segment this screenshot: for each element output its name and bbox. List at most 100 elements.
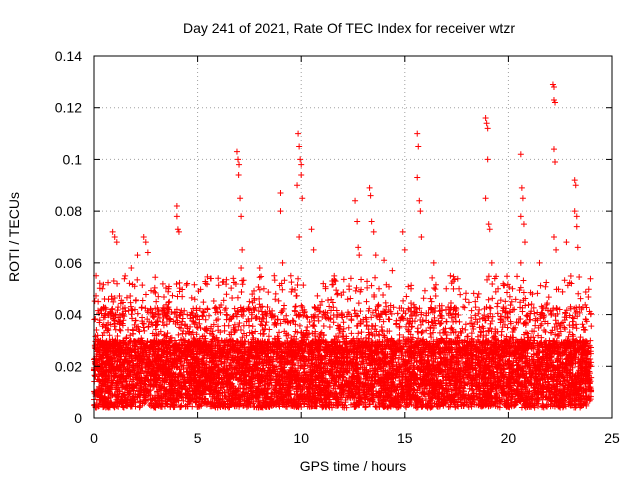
data-point <box>439 373 446 380</box>
data-point <box>229 295 236 302</box>
data-point <box>164 330 171 337</box>
data-point <box>117 327 124 334</box>
chart-title: Day 241 of 2021, Rate Of TEC Index for r… <box>183 20 515 36</box>
data-point <box>576 274 583 281</box>
data-point <box>345 324 352 331</box>
data-point <box>340 289 347 296</box>
data-point <box>249 299 256 306</box>
data-point <box>438 302 445 309</box>
data-point <box>520 277 527 284</box>
data-point <box>210 298 217 305</box>
data-point <box>543 279 550 286</box>
data-point <box>526 316 533 323</box>
data-point <box>249 291 256 298</box>
data-point <box>223 291 230 298</box>
data-point <box>475 290 482 297</box>
data-point <box>256 274 263 281</box>
data-point <box>322 395 329 402</box>
data-point <box>428 318 435 325</box>
data-point <box>484 276 491 283</box>
data-point <box>513 319 520 326</box>
data-point <box>347 295 354 302</box>
data-point <box>461 304 468 311</box>
data-point <box>498 332 505 339</box>
data-point <box>577 334 584 341</box>
data-point <box>517 315 524 322</box>
data-point <box>178 362 185 369</box>
data-point <box>258 273 265 280</box>
data-point <box>208 275 215 282</box>
data-point <box>176 279 183 286</box>
data-point <box>487 305 494 312</box>
data-point <box>298 302 305 309</box>
data-point <box>159 280 166 287</box>
data-point <box>166 298 173 305</box>
data-point <box>419 328 426 335</box>
data-point <box>463 290 469 297</box>
data-point <box>576 309 583 316</box>
data-point <box>573 321 580 328</box>
data-point <box>494 300 501 307</box>
data-point <box>535 332 542 339</box>
data-point <box>348 330 355 337</box>
data-point <box>448 325 455 332</box>
data-point <box>225 322 232 329</box>
data-point <box>554 310 561 317</box>
data-point <box>265 289 272 296</box>
data-point <box>188 294 195 301</box>
data-point <box>325 297 332 304</box>
data-point <box>488 317 495 324</box>
data-point <box>139 282 146 289</box>
data-point <box>364 284 371 291</box>
data-point <box>400 297 407 304</box>
data-point <box>544 300 551 307</box>
data-point <box>403 293 410 300</box>
data-point <box>398 352 405 359</box>
data-point <box>334 291 341 298</box>
data-point <box>528 374 535 381</box>
data-point <box>110 298 117 305</box>
data-point <box>567 273 574 280</box>
data-point <box>256 286 263 293</box>
data-point <box>363 298 370 305</box>
data-point <box>573 325 580 332</box>
data-point <box>294 281 301 288</box>
data-point <box>443 335 450 342</box>
data-point <box>259 314 266 321</box>
data-point <box>152 274 159 281</box>
data-point <box>569 324 576 331</box>
data-point <box>368 314 375 321</box>
data-point <box>240 322 247 329</box>
data-point <box>279 286 286 293</box>
data-point <box>494 310 501 317</box>
data-point <box>277 320 284 327</box>
data-point <box>304 399 311 406</box>
data-point <box>587 275 594 282</box>
data-point <box>428 298 435 305</box>
data-point <box>437 307 444 314</box>
data-point <box>191 296 198 303</box>
data-point <box>235 323 242 330</box>
data-point <box>531 328 538 335</box>
data-point <box>517 299 524 306</box>
data-point <box>528 301 535 308</box>
data-point <box>179 293 186 300</box>
data-point <box>240 277 247 284</box>
data-point <box>114 333 121 340</box>
data-point <box>587 311 594 318</box>
data-point <box>347 401 354 408</box>
data-point <box>450 318 457 325</box>
data-point <box>105 279 112 286</box>
data-point <box>142 291 149 298</box>
data-point <box>368 282 375 289</box>
data-point <box>427 295 434 302</box>
data-point <box>116 292 123 299</box>
data-point <box>204 273 211 280</box>
data-point <box>542 283 549 290</box>
data-point <box>353 284 360 291</box>
data-point <box>535 403 542 410</box>
data-point <box>495 377 502 384</box>
data-point <box>494 303 501 310</box>
data-point <box>96 280 103 287</box>
